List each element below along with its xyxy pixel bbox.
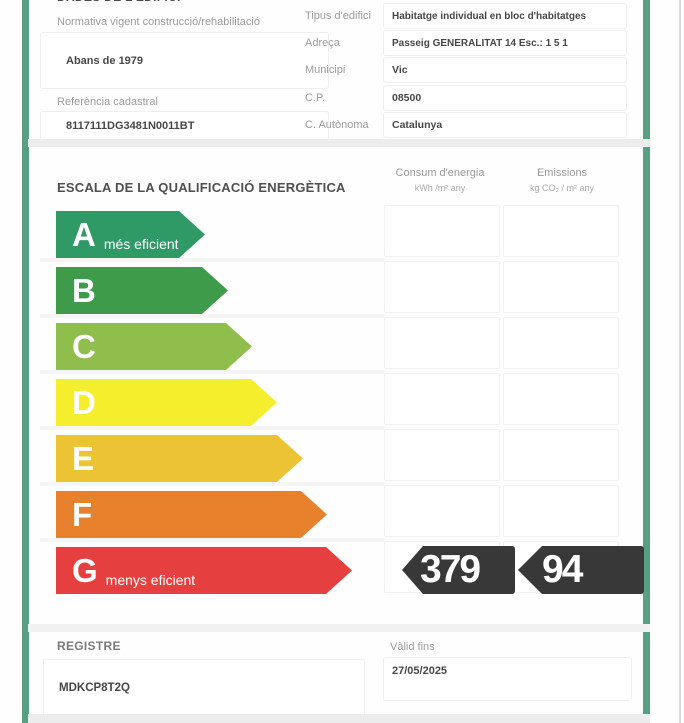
registre-value: MDKCP8T2Q [59, 681, 130, 694]
section-header-dades: DADES DE L'EDIFICI [57, 0, 181, 4]
emissions-column-title: Emissions [536, 167, 588, 179]
rating-note: més eficient [103, 236, 179, 252]
row-separator [40, 426, 384, 430]
tipus-value-box: Habitatge individual en bloc d'habitatge… [383, 3, 627, 29]
tipus-label: Tipus d'edifici [305, 10, 371, 22]
valid-fins-value: 27/05/2025 [392, 665, 448, 677]
section-divider [28, 139, 650, 147]
grid-cell [384, 205, 500, 257]
row-separator [40, 370, 384, 374]
grid-cell [503, 373, 619, 425]
consumption-column-title: Consum d'energia [395, 167, 485, 179]
valid-fins-value-box: 27/05/2025 [383, 657, 632, 701]
row-separator [40, 538, 384, 542]
rating-arrow-b: B [56, 267, 228, 314]
rating-letter: G [72, 552, 98, 589]
normativa-label: Normativa vigent construcció/rehabilitac… [57, 16, 260, 28]
autonoma-value: Catalunya [392, 119, 443, 131]
row-separator [40, 314, 384, 318]
tipus-value: Habitatge individual en bloc d'habitatge… [392, 10, 587, 22]
adreca-value: Passeig GENERALITAT 14 Esc.: 1 5 1 [392, 37, 568, 49]
cp-label: C.P. [305, 92, 325, 104]
normativa-value: Abans de 1979 [66, 54, 144, 67]
grid-cell [503, 485, 619, 537]
municipi-value-box: Vic [383, 57, 627, 83]
rating-letter: F [72, 496, 93, 533]
rating-arrow-g: G menys eficient [56, 547, 352, 594]
municipi-value: Vic [392, 64, 408, 76]
grid-cell [503, 261, 619, 313]
adreca-label: Adreça [305, 37, 340, 49]
rating-letter: B [72, 272, 96, 309]
grid-cell [384, 485, 500, 537]
rating-arrow-f: F [56, 491, 327, 538]
rating-letter: D [72, 384, 96, 421]
emissions-column-unit: kg CO₂ / m² any [529, 183, 594, 193]
rating-letter: A [72, 216, 96, 253]
consumption-column-unit: kWh /m² any [414, 183, 466, 193]
grid-cell [503, 429, 619, 481]
autonoma-label: C. Autònoma [305, 119, 369, 131]
emissions-column-header: Emissions kg CO₂ / m² any [500, 167, 624, 193]
municipi-label: Municipi [305, 64, 346, 76]
normativa-value-box: Abans de 1979 [40, 32, 329, 89]
cp-value: 08500 [392, 92, 422, 104]
bottom-band [28, 714, 650, 723]
rating-letter: C [72, 328, 96, 365]
grid-cell [503, 317, 619, 369]
rating-letter: E [72, 440, 95, 477]
valid-fins-label: Vàlid fins [390, 641, 435, 653]
grid-cell [384, 373, 500, 425]
autonoma-value-box: Catalunya [383, 112, 627, 138]
frame-stripe-right [643, 0, 650, 723]
rating-arrow-e: E [56, 435, 303, 482]
consumption-result-value: 379 [420, 548, 481, 591]
grid-cell [384, 429, 500, 481]
page-edge-line [679, 0, 681, 723]
registre-label: REGISTRE [57, 639, 121, 653]
rating-arrow-c: C [56, 323, 252, 370]
scale-title: ESCALA DE LA QUALIFICACIÓ ENERGÈTICA [57, 180, 346, 195]
emissions-result-arrow: 94 [518, 546, 644, 594]
consumption-column-header: Consum d'energia kWh /m² any [378, 167, 502, 193]
adreca-value-box: Passeig GENERALITAT 14 Esc.: 1 5 1 [383, 30, 627, 56]
registre-value-box: MDKCP8T2Q [43, 659, 365, 716]
rating-note: menys eficient [105, 572, 196, 588]
emissions-result-value: 94 [542, 548, 583, 591]
grid-cell [384, 317, 500, 369]
grid-cell [503, 205, 619, 257]
rating-arrow-a: A més eficient [56, 211, 205, 258]
row-separator [40, 482, 384, 486]
consumption-result-arrow: 379 [402, 546, 515, 594]
cadastral-value-box: 8117111DG3481N0011BT [40, 111, 329, 141]
grid-cell [384, 261, 500, 313]
cadastral-label: Referència cadastral [57, 96, 158, 108]
bottom-section-divider [28, 624, 650, 632]
row-separator [40, 258, 384, 262]
cp-value-box: 08500 [383, 85, 627, 111]
frame-stripe-left [22, 0, 29, 723]
cadastral-value: 8117111DG3481N0011BT [66, 120, 195, 132]
rating-arrow-d: D [56, 379, 277, 426]
